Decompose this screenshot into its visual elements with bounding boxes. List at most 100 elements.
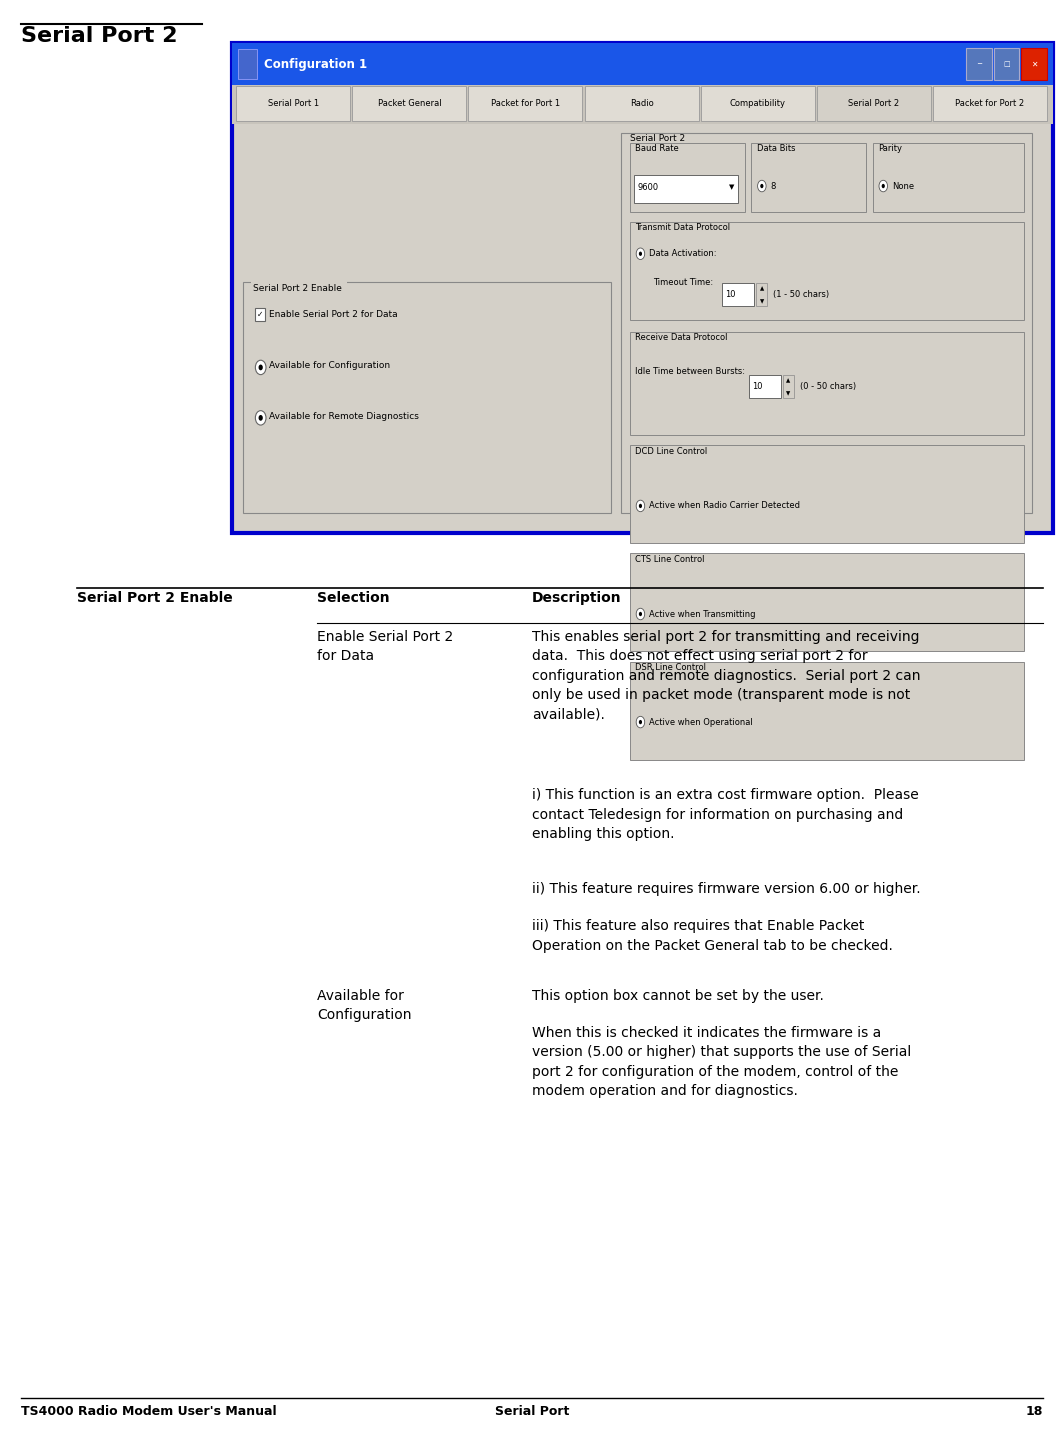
FancyBboxPatch shape [238, 49, 257, 79]
FancyBboxPatch shape [630, 445, 1024, 543]
Text: Description: Description [532, 591, 621, 605]
FancyBboxPatch shape [352, 86, 466, 121]
Text: 10: 10 [726, 290, 736, 298]
Text: Radio: Radio [630, 98, 653, 108]
Text: ▲: ▲ [760, 285, 764, 291]
Text: Enable Serial Port 2
for Data: Enable Serial Port 2 for Data [317, 630, 453, 663]
Text: This option box cannot be set by the user.: This option box cannot be set by the use… [532, 989, 824, 1003]
FancyBboxPatch shape [872, 143, 1024, 212]
Text: DSR Line Control: DSR Line Control [635, 663, 706, 672]
FancyBboxPatch shape [630, 143, 745, 212]
Text: Serial Port 2 Enable: Serial Port 2 Enable [77, 591, 232, 605]
FancyBboxPatch shape [236, 86, 350, 121]
FancyBboxPatch shape [232, 85, 1053, 124]
Text: Enable Serial Port 2 for Data: Enable Serial Port 2 for Data [269, 310, 398, 318]
FancyBboxPatch shape [630, 331, 1024, 435]
Text: Serial Port 2: Serial Port 2 [21, 26, 178, 46]
Text: (0 - 50 chars): (0 - 50 chars) [800, 382, 857, 391]
Circle shape [636, 716, 645, 728]
Text: ✓: ✓ [256, 310, 263, 320]
Text: 8: 8 [770, 182, 776, 190]
Circle shape [638, 504, 642, 509]
Circle shape [636, 248, 645, 259]
Text: Configuration 1: Configuration 1 [264, 58, 367, 71]
Circle shape [879, 180, 887, 192]
FancyBboxPatch shape [630, 553, 1024, 651]
Text: Timeout Time:: Timeout Time: [653, 278, 713, 287]
Text: TS4000 Radio Modem User's Manual: TS4000 Radio Modem User's Manual [21, 1405, 277, 1418]
Text: Active when Transmitting: Active when Transmitting [649, 610, 755, 618]
Text: 9600: 9600 [637, 183, 659, 192]
FancyBboxPatch shape [751, 143, 866, 212]
FancyBboxPatch shape [584, 86, 699, 121]
Circle shape [758, 180, 766, 192]
Circle shape [636, 500, 645, 512]
FancyBboxPatch shape [966, 49, 992, 79]
Circle shape [638, 252, 642, 256]
FancyBboxPatch shape [232, 43, 1053, 85]
Text: Serial Port: Serial Port [495, 1405, 569, 1418]
Text: Transmit Data Protocol: Transmit Data Protocol [635, 223, 730, 232]
Text: Packet for Port 2: Packet for Port 2 [955, 98, 1025, 108]
Text: 18: 18 [1026, 1405, 1043, 1418]
Text: Serial Port 1: Serial Port 1 [268, 98, 319, 108]
Text: Data Activation:: Data Activation: [649, 249, 716, 258]
FancyBboxPatch shape [630, 661, 1024, 759]
FancyBboxPatch shape [722, 282, 754, 305]
Text: iii) This feature also requires that Enable Packet
Operation on the Packet Gener: iii) This feature also requires that Ena… [532, 919, 893, 953]
FancyBboxPatch shape [817, 86, 931, 121]
Circle shape [638, 720, 642, 725]
FancyBboxPatch shape [757, 282, 767, 305]
FancyBboxPatch shape [251, 277, 347, 294]
Text: 10: 10 [752, 382, 763, 391]
Text: Available for Configuration: Available for Configuration [269, 362, 390, 370]
Circle shape [882, 184, 885, 189]
Circle shape [255, 360, 266, 375]
Text: i) This function is an extra cost firmware option.  Please
contact Teledesign fo: i) This function is an extra cost firmwa… [532, 788, 918, 842]
Text: Idle Time between Bursts:: Idle Time between Bursts: [635, 367, 745, 376]
Text: Packet General: Packet General [378, 98, 442, 108]
FancyBboxPatch shape [468, 86, 582, 121]
FancyBboxPatch shape [1021, 49, 1047, 79]
Text: Compatibility: Compatibility [730, 98, 785, 108]
Text: (1 - 50 chars): (1 - 50 chars) [774, 290, 830, 298]
Text: When this is checked it indicates the firmware is a
version (5.00 or higher) tha: When this is checked it indicates the fi… [532, 1026, 911, 1098]
Circle shape [259, 415, 263, 421]
Text: Baud Rate: Baud Rate [635, 144, 679, 153]
FancyBboxPatch shape [255, 308, 265, 321]
Text: DCD Line Control: DCD Line Control [635, 447, 708, 455]
Text: Serial Port 2: Serial Port 2 [848, 98, 899, 108]
Text: ▼: ▼ [729, 184, 735, 190]
Text: ii) This feature requires firmware version 6.00 or higher.: ii) This feature requires firmware versi… [532, 882, 920, 896]
FancyBboxPatch shape [634, 174, 738, 203]
Text: Selection: Selection [317, 591, 389, 605]
Text: ▼: ▼ [786, 391, 791, 396]
FancyBboxPatch shape [749, 375, 781, 398]
Text: □: □ [1003, 61, 1010, 68]
Text: This enables serial port 2 for transmitting and receiving
data.  This does not e: This enables serial port 2 for transmitt… [532, 630, 920, 722]
Text: CTS Line Control: CTS Line Control [635, 555, 704, 563]
Text: Available for
Configuration: Available for Configuration [317, 989, 412, 1022]
FancyBboxPatch shape [994, 49, 1019, 79]
FancyBboxPatch shape [630, 222, 1024, 320]
FancyBboxPatch shape [236, 124, 1049, 522]
FancyBboxPatch shape [243, 282, 611, 513]
Circle shape [638, 612, 642, 617]
Text: ▼: ▼ [760, 298, 764, 304]
Text: Parity: Parity [878, 144, 902, 153]
FancyBboxPatch shape [232, 43, 1053, 533]
Text: ─: ─ [977, 61, 981, 68]
Text: Packet for Port 1: Packet for Port 1 [491, 98, 560, 108]
Text: Data Bits: Data Bits [757, 144, 795, 153]
Text: None: None [892, 182, 914, 190]
FancyBboxPatch shape [783, 375, 794, 398]
FancyBboxPatch shape [621, 133, 1032, 513]
FancyBboxPatch shape [933, 86, 1047, 121]
Text: Active when Radio Carrier Detected: Active when Radio Carrier Detected [649, 501, 800, 510]
Circle shape [636, 608, 645, 620]
Text: Receive Data Protocol: Receive Data Protocol [635, 333, 728, 342]
Text: ✕: ✕ [1031, 59, 1037, 69]
Circle shape [259, 365, 263, 370]
Text: Serial Port 2: Serial Port 2 [630, 134, 685, 143]
Text: ▲: ▲ [786, 378, 791, 383]
